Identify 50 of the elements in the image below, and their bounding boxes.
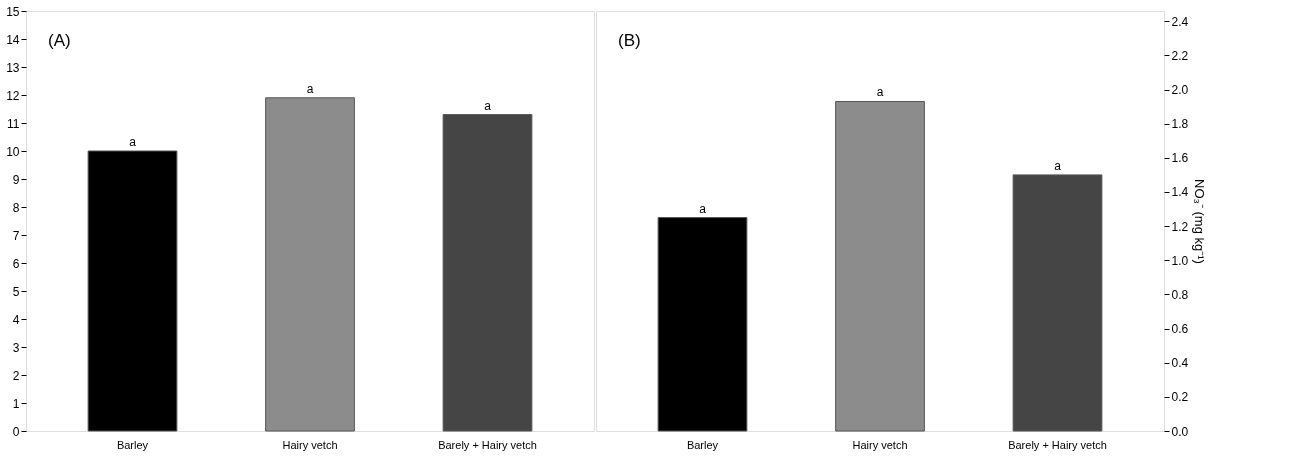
y-tick-label: 1.6 — [1171, 151, 1189, 166]
x-tick-label: Barely + Hairy vetch — [1008, 438, 1107, 451]
y-tick-label: 0.2 — [1171, 390, 1189, 405]
y-tick-label: 12 — [6, 88, 20, 103]
y-tick-label: 1.4 — [1171, 185, 1189, 200]
x-tick-label: Barely + Hairy vetch — [438, 438, 537, 451]
y-tick-label: 13 — [6, 60, 20, 75]
data-label: a — [306, 81, 314, 96]
bar — [1012, 174, 1103, 432]
y-tick-label: 8 — [12, 200, 20, 215]
y-tick-label: 5 — [12, 284, 20, 299]
y-tick-label: 0.6 — [1171, 322, 1189, 337]
y-tick-label: 0.4 — [1171, 356, 1189, 371]
annotation: (B) — [618, 31, 641, 50]
y-tick-label: 1 — [12, 396, 20, 411]
y-tick-label: 11 — [7, 116, 20, 131]
data-label: a — [1054, 158, 1062, 173]
y-tick-label: 7 — [12, 228, 20, 243]
bar — [87, 150, 178, 432]
bar — [442, 114, 533, 432]
annotation: (A) — [48, 31, 71, 50]
y-tick-label: 0 — [12, 424, 20, 439]
y-tick-label: 4 — [12, 312, 20, 327]
x-tick-label: Barley — [116, 438, 149, 451]
x-tick-label: Hairy vetch — [282, 438, 338, 451]
y-tick-label: 1.8 — [1171, 117, 1189, 132]
bar — [835, 100, 925, 432]
y-tick-label: 0.0 — [1171, 424, 1189, 439]
bar — [657, 217, 748, 432]
data-label: a — [699, 201, 707, 216]
bar — [265, 97, 355, 432]
x-tick-label: Hairy vetch — [852, 438, 908, 451]
y-tick-label: 10 — [6, 144, 20, 159]
y-tick-label: 15 — [6, 4, 20, 19]
y-tick-label: 1.0 — [1171, 253, 1189, 268]
data-label: a — [876, 85, 884, 100]
data-label: a — [484, 98, 492, 113]
y-tick-label: 2.4 — [1171, 14, 1189, 29]
y-tick-label: 2.0 — [1171, 83, 1189, 98]
y-tick-label: 1.2 — [1171, 219, 1189, 234]
y-tick-label: 6 — [12, 256, 20, 271]
data-label: a — [129, 135, 137, 149]
y-tick-label: 0.8 — [1171, 287, 1189, 302]
y-tick-label: 3 — [12, 340, 20, 355]
x-tick-label: Barley — [686, 438, 719, 451]
y-tick-label: 2.2 — [1171, 48, 1189, 63]
y-tick-label: 2 — [12, 368, 20, 383]
y-tick-label: 9 — [12, 172, 20, 187]
y-tick-label: 14 — [6, 32, 20, 47]
y-axis-title: NO₃⁻ (mg kg⁻¹) — [1192, 179, 1208, 264]
